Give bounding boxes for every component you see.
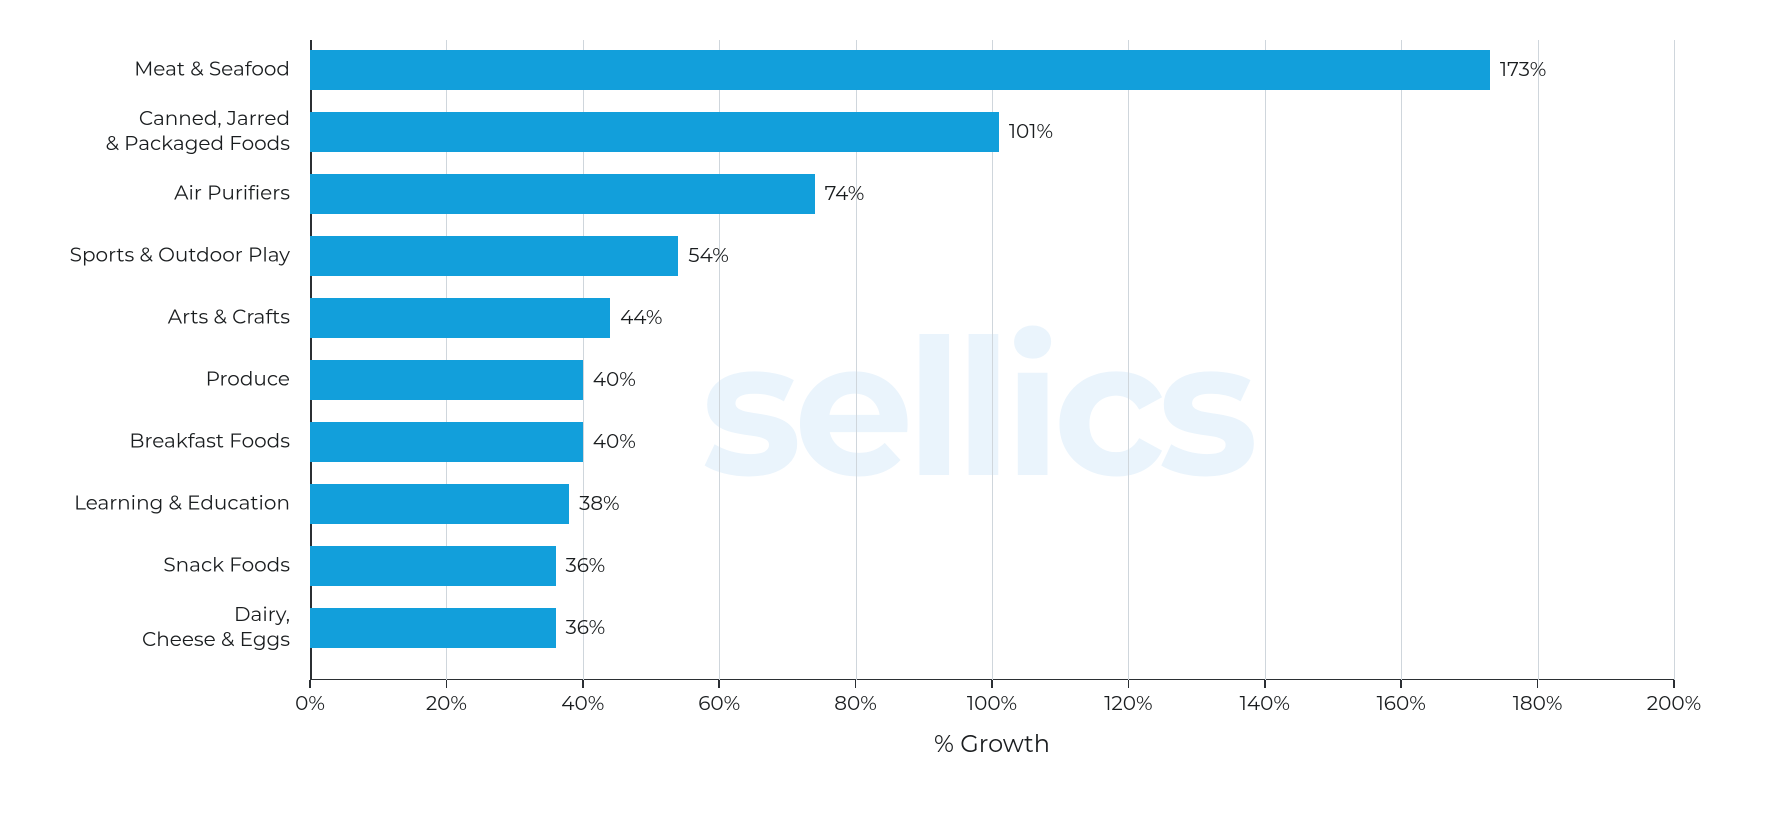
x-tick-mark <box>582 680 584 688</box>
bar <box>310 608 556 648</box>
x-tick-mark <box>1673 680 1675 688</box>
bar <box>310 50 1490 90</box>
x-tick-label: 200% <box>1647 692 1701 716</box>
x-tick-label: 20% <box>426 692 467 716</box>
x-tick-label: 120% <box>1104 692 1152 716</box>
bar <box>310 112 999 152</box>
bar <box>310 546 556 586</box>
bar-value-label: 101% <box>1009 120 1053 144</box>
x-tick-mark <box>991 680 993 688</box>
x-tick-label: 160% <box>1377 692 1426 716</box>
bar <box>310 484 569 524</box>
x-tick-label: 100% <box>967 692 1017 716</box>
category-label: Arts & Crafts <box>30 306 310 331</box>
bar-row: Arts & Crafts44% <box>310 298 1674 338</box>
x-tick-mark <box>855 680 857 688</box>
x-tick-mark <box>1264 680 1266 688</box>
x-tick-mark <box>446 680 448 688</box>
x-tick-mark <box>309 680 311 688</box>
category-label: Canned, Jarred & Packaged Foods <box>30 107 310 157</box>
x-tick-label: 40% <box>561 692 604 716</box>
bar <box>310 360 583 400</box>
bar-value-label: 36% <box>566 554 606 578</box>
bar-value-label: 40% <box>593 368 636 392</box>
bar-value-label: 40% <box>593 430 636 454</box>
category-label: Learning & Education <box>30 492 310 517</box>
category-label: Snack Foods <box>30 554 310 579</box>
x-tick-label: 80% <box>834 692 877 716</box>
bar-row: Sports & Outdoor Play54% <box>310 236 1674 276</box>
x-tick-label: 180% <box>1513 692 1563 716</box>
bar-value-label: 44% <box>620 306 662 330</box>
x-tick-label: 0% <box>295 692 325 716</box>
bar-row: Learning & Education38% <box>310 484 1674 524</box>
category-label: Breakfast Foods <box>30 430 310 455</box>
bar <box>310 174 815 214</box>
x-tick-mark <box>1128 680 1130 688</box>
bar-value-label: 173% <box>1500 58 1546 82</box>
bar-row: Snack Foods36% <box>310 546 1674 586</box>
bar <box>310 236 678 276</box>
bar-row: Breakfast Foods40% <box>310 422 1674 462</box>
x-axis-title: % Growth <box>934 730 1050 759</box>
bar-value-label: 54% <box>688 244 729 268</box>
category-label: Produce <box>30 368 310 393</box>
gridline <box>1674 40 1675 680</box>
category-label: Air Purifiers <box>30 182 310 207</box>
category-label: Meat & Seafood <box>30 58 310 83</box>
bar-value-label: 36% <box>566 616 606 640</box>
bar-row: Canned, Jarred & Packaged Foods101% <box>310 112 1674 152</box>
bar-row: Meat & Seafood173% <box>310 50 1674 90</box>
x-tick-mark <box>1400 680 1402 688</box>
category-label: Sports & Outdoor Play <box>30 244 310 269</box>
bar-row: Air Purifiers74% <box>310 174 1674 214</box>
x-tick-label: 60% <box>698 692 740 716</box>
category-label: Dairy, Cheese & Eggs <box>30 603 310 653</box>
x-tick-mark <box>1537 680 1539 688</box>
bar-row: Produce40% <box>310 360 1674 400</box>
bar-value-label: 38% <box>579 492 619 516</box>
bar-value-label: 74% <box>825 182 865 206</box>
bar <box>310 422 583 462</box>
x-tick-label: 140% <box>1240 692 1290 716</box>
plot-area: % Growth 0%20%40%60%80%100%120%140%160%1… <box>310 40 1674 680</box>
bar <box>310 298 610 338</box>
growth-bar-chart: sellics % Growth 0%20%40%60%80%100%120%1… <box>0 0 1774 814</box>
bar-row: Dairy, Cheese & Eggs36% <box>310 608 1674 648</box>
x-tick-mark <box>718 680 720 688</box>
